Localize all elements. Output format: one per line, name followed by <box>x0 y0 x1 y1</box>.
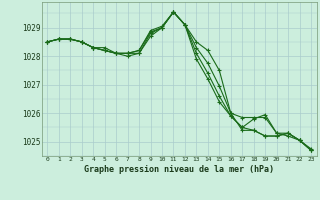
X-axis label: Graphe pression niveau de la mer (hPa): Graphe pression niveau de la mer (hPa) <box>84 165 274 174</box>
